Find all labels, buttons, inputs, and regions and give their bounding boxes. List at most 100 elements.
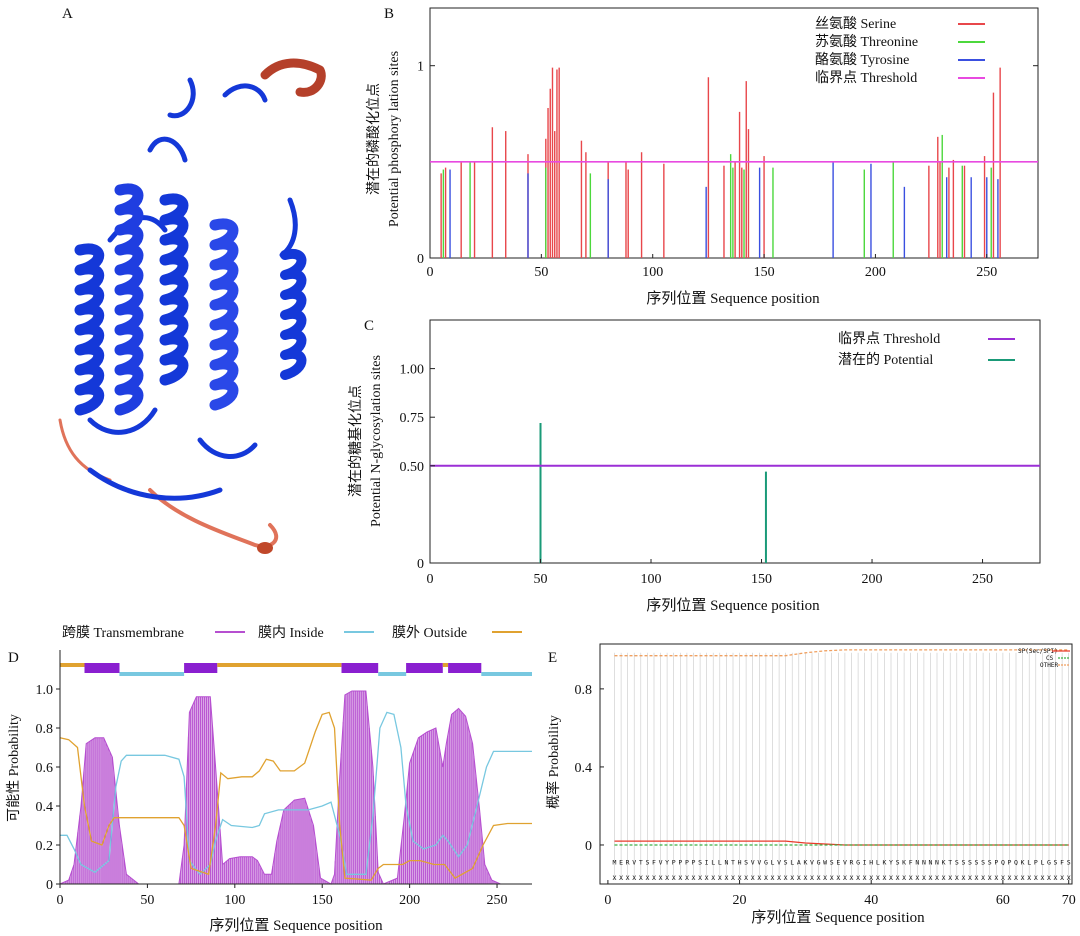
cs-row-mark: X	[705, 874, 709, 882]
cs-row-mark: X	[909, 874, 913, 882]
cs-row-mark: X	[1008, 874, 1012, 882]
cs-row-mark: X	[1034, 874, 1038, 882]
sequence-residue: M	[613, 858, 617, 866]
cs-row-mark: X	[698, 874, 702, 882]
panel-e-ytick-label-0.8: 0.8	[575, 683, 593, 698]
topology-segment-inside-241	[481, 672, 532, 676]
cs-row-mark: X	[1054, 874, 1058, 882]
panel-b-xlabel: 序列位置 Sequence position	[646, 290, 820, 307]
sequence-residue: L	[790, 858, 794, 866]
sequence-residue: F	[652, 858, 656, 866]
panel-c-ylabel-en: Potential N-glycosylation sites	[369, 355, 384, 527]
cs-row-mark: X	[678, 874, 682, 882]
panel-c-xlabel: 序列位置 Sequence position	[646, 597, 820, 614]
panel-b-plot-area: 0 50 100 150 200 250 0 1	[417, 7, 1039, 280]
sequence-residue: F	[909, 858, 913, 866]
panel-b-frame	[429, 7, 1039, 259]
cs-row-mark: X	[764, 874, 768, 882]
panel-e-signalp-chart: E 概率 Probability 序列位置 Sequence position …	[545, 643, 1076, 926]
sequence-residue: V	[751, 858, 755, 866]
panel-d-transmembrane-chart: 跨膜 Transmembrane 膜内 Inside 膜外 Outside D …	[6, 625, 532, 934]
topology-segment-tm-14	[84, 663, 120, 673]
panel-e-plot-area: MXEXRXVXTXSXFXVXYXPXPXPXPXSXIXLXLXNXTXHX…	[575, 643, 1076, 908]
panel-c-letter: C	[364, 318, 374, 334]
sequence-residue: I	[863, 858, 867, 866]
sequence-residue: R	[850, 858, 854, 866]
panel-d-xtick-label-100: 100	[224, 893, 245, 908]
cs-row-mark: X	[994, 874, 998, 882]
sequence-residue: N	[922, 858, 926, 866]
cs-row-mark: X	[856, 874, 860, 882]
panel-e-xtick-label-60: 60	[996, 893, 1010, 908]
panel-c-ytick-label-1: 1.00	[400, 363, 425, 378]
cs-row-mark: X	[1060, 874, 1064, 882]
panel-b-phosphorylation-chart: B 潜在的磷酸化位点 Potential phosphory lation si…	[366, 6, 1039, 307]
panel-c-xtick-label-250: 250	[972, 572, 993, 587]
cs-row-mark: X	[823, 874, 827, 882]
panel-e-legend: SP(Sec/SPI) CS OTHER	[1018, 648, 1070, 669]
cs-row-mark: X	[1067, 874, 1071, 882]
cs-row-mark: X	[685, 874, 689, 882]
cs-row-mark: X	[777, 874, 781, 882]
panel-b-ytick-label-1: 1	[417, 60, 424, 75]
topology-segment-inside-182	[378, 672, 407, 676]
sequence-residue: L	[1040, 858, 1044, 866]
cs-row-mark: X	[751, 874, 755, 882]
sequence-residue: L	[718, 858, 722, 866]
sequence-residue: S	[645, 858, 649, 866]
cs-row-mark: X	[613, 874, 617, 882]
cs-row-mark: X	[869, 874, 873, 882]
panel-c-ytick-label-0.5: 0.50	[400, 460, 425, 475]
cs-row-mark: X	[619, 874, 623, 882]
sequence-residue: H	[738, 858, 742, 866]
protein-helix-top-right	[260, 58, 326, 97]
sequence-residue: S	[744, 858, 748, 866]
cs-row-mark: X	[981, 874, 985, 882]
panel-d-letter: D	[8, 650, 19, 666]
panel-b-xtick-label-0: 0	[427, 265, 434, 280]
sequence-residue: L	[771, 858, 775, 866]
panel-c-legend: 临界点 Threshold 潜在的 Potential	[838, 331, 1015, 368]
panel-c-frame	[429, 319, 1041, 564]
sequence-residue: P	[672, 858, 676, 866]
sequence-residue: W	[823, 858, 827, 866]
panel-c-xtick-label-100: 100	[641, 572, 662, 587]
topology-segment-tm-161	[341, 663, 379, 673]
sequence-residue: S	[830, 858, 834, 866]
panel-e-frame	[599, 643, 1073, 885]
sequence-residue: V	[810, 858, 814, 866]
panel-c-ylabel-cn: 潜在的糖基化位点	[347, 385, 364, 497]
protein-helix-2	[114, 183, 144, 416]
cs-row-mark: X	[790, 874, 794, 882]
sequence-residue: K	[942, 858, 946, 866]
sequence-residue: P	[994, 858, 998, 866]
sequence-residue: R	[626, 858, 630, 866]
panel-b-xtick-label-200: 200	[865, 265, 886, 280]
legend-serine: 丝氨酸 Serine	[815, 16, 896, 32]
legend-transmembrane: 跨膜 Transmembrane	[62, 625, 184, 641]
legend-threshold-b: 临界点 Threshold	[815, 70, 917, 86]
cs-row-mark: X	[817, 874, 821, 882]
cs-row-mark: X	[810, 874, 814, 882]
cs-row-mark: X	[850, 874, 854, 882]
sequence-residue: L	[1027, 858, 1031, 866]
cs-row-mark: X	[632, 874, 636, 882]
sequence-residue: P	[685, 858, 689, 866]
cs-row-mark: X	[843, 874, 847, 882]
panel-d-xtick-label-250: 250	[487, 893, 508, 908]
sequence-residue: S	[1054, 858, 1058, 866]
sequence-residue: E	[836, 858, 840, 866]
cs-row-mark: X	[803, 874, 807, 882]
topology-segment-tm-222	[448, 663, 482, 673]
cs-row-mark: X	[1001, 874, 1005, 882]
cs-row-mark: X	[757, 874, 761, 882]
panel-c-xtick-label-0: 0	[427, 572, 434, 587]
sequence-residue: P	[1008, 858, 1012, 866]
cs-row-mark: X	[955, 874, 959, 882]
cs-row-mark: X	[659, 874, 663, 882]
cs-row-mark: X	[836, 874, 840, 882]
protein-loop-top	[147, 77, 268, 163]
sequence-residue: L	[876, 858, 880, 866]
cs-row-mark: X	[711, 874, 715, 882]
